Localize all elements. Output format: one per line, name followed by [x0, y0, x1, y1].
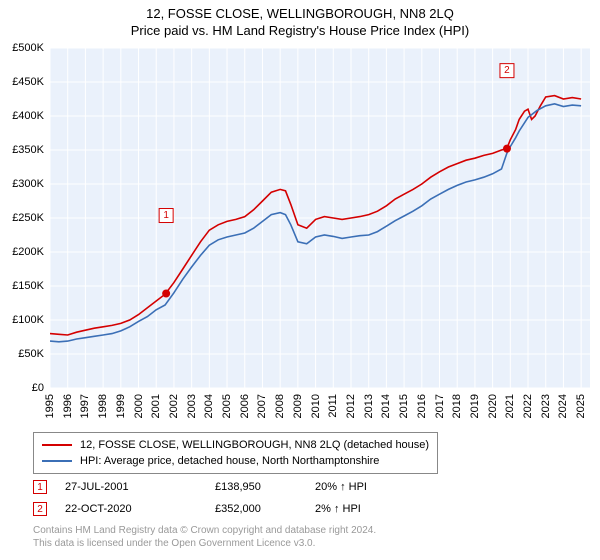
transaction-price: £138,950 — [215, 481, 315, 493]
y-tick-label: £150K — [12, 280, 44, 292]
x-tick-label: 2006 — [239, 394, 251, 418]
x-tick-label: 2024 — [557, 394, 569, 418]
footer: Contains HM Land Registry data © Crown c… — [33, 524, 376, 550]
transaction-price: £352,000 — [215, 503, 315, 515]
legend-swatch — [42, 444, 72, 446]
x-tick-label: 2008 — [274, 394, 286, 418]
x-tick-label: 2023 — [540, 394, 552, 418]
x-tick-label: 1998 — [97, 394, 109, 418]
transaction-marker: 2 — [33, 502, 47, 516]
x-tick-label: 2011 — [327, 394, 339, 418]
x-tick-label: 2001 — [150, 394, 162, 418]
plot-area: 12 — [50, 48, 590, 388]
y-tick-label: £500K — [12, 42, 44, 54]
svg-text:2: 2 — [504, 65, 510, 76]
x-axis: 1995199619971998199920002001200220032004… — [50, 390, 590, 438]
x-tick-label: 2016 — [416, 394, 428, 418]
legend: 12, FOSSE CLOSE, WELLINGBOROUGH, NN8 2LQ… — [33, 432, 438, 474]
x-tick-label: 2020 — [487, 394, 499, 418]
transaction-diff: 20% ↑ HPI — [315, 481, 415, 493]
transaction-row: 2 22-OCT-2020£352,0002% ↑ HPI — [33, 498, 415, 520]
title-subtitle: Price paid vs. HM Land Registry's House … — [0, 23, 600, 38]
x-tick-label: 2000 — [133, 394, 145, 418]
chart-svg: 12 — [50, 48, 590, 388]
y-tick-label: £450K — [12, 76, 44, 88]
transaction-date: 22-OCT-2020 — [65, 503, 215, 515]
x-tick-label: 2021 — [504, 394, 516, 418]
x-tick-label: 2025 — [575, 394, 587, 418]
x-tick-label: 2017 — [434, 394, 446, 418]
x-tick-label: 2009 — [292, 394, 304, 418]
transaction-diff: 2% ↑ HPI — [315, 503, 415, 515]
y-tick-label: £0 — [32, 382, 44, 394]
x-tick-label: 2012 — [345, 394, 357, 418]
x-tick-label: 2014 — [380, 394, 392, 418]
x-tick-label: 2004 — [203, 394, 215, 418]
y-tick-label: £250K — [12, 212, 44, 224]
x-tick-label: 2007 — [256, 394, 268, 418]
x-tick-label: 2015 — [398, 394, 410, 418]
svg-text:1: 1 — [163, 210, 169, 221]
x-tick-label: 1997 — [79, 394, 91, 418]
x-tick-label: 1999 — [115, 394, 127, 418]
x-tick-label: 2013 — [363, 394, 375, 418]
x-tick-label: 2002 — [168, 394, 180, 418]
x-tick-label: 2005 — [221, 394, 233, 418]
x-tick-label: 2022 — [522, 394, 534, 418]
chart-container: 12, FOSSE CLOSE, WELLINGBOROUGH, NN8 2LQ… — [0, 0, 600, 560]
legend-label: 12, FOSSE CLOSE, WELLINGBOROUGH, NN8 2LQ… — [80, 437, 429, 453]
y-axis: £0£50K£100K£150K£200K£250K£300K£350K£400… — [0, 48, 48, 388]
x-tick-label: 2003 — [186, 394, 198, 418]
transaction-marker: 1 — [33, 480, 47, 494]
y-tick-label: £400K — [12, 110, 44, 122]
x-tick-label: 2018 — [451, 394, 463, 418]
x-tick-label: 2010 — [310, 394, 322, 418]
title-address: 12, FOSSE CLOSE, WELLINGBOROUGH, NN8 2LQ — [0, 6, 600, 21]
footer-line2: This data is licensed under the Open Gov… — [33, 537, 376, 550]
legend-label: HPI: Average price, detached house, Nort… — [80, 453, 379, 469]
transaction-row: 1 27-JUL-2001£138,95020% ↑ HPI — [33, 476, 415, 498]
title-block: 12, FOSSE CLOSE, WELLINGBOROUGH, NN8 2LQ… — [0, 0, 600, 38]
y-tick-label: £300K — [12, 178, 44, 190]
legend-item: HPI: Average price, detached house, Nort… — [42, 453, 429, 469]
y-tick-label: £200K — [12, 246, 44, 258]
x-tick-label: 1995 — [44, 394, 56, 418]
x-tick-label: 2019 — [469, 394, 481, 418]
transaction-table: 1 27-JUL-2001£138,95020% ↑ HPI 2 22-OCT-202… — [33, 476, 415, 520]
legend-item: 12, FOSSE CLOSE, WELLINGBOROUGH, NN8 2LQ… — [42, 437, 429, 453]
footer-line1: Contains HM Land Registry data © Crown c… — [33, 524, 376, 537]
legend-swatch — [42, 460, 72, 462]
y-tick-label: £100K — [12, 314, 44, 326]
x-tick-label: 1996 — [62, 394, 74, 418]
transaction-date: 27-JUL-2001 — [65, 481, 215, 493]
y-tick-label: £50K — [18, 348, 44, 360]
y-tick-label: £350K — [12, 144, 44, 156]
